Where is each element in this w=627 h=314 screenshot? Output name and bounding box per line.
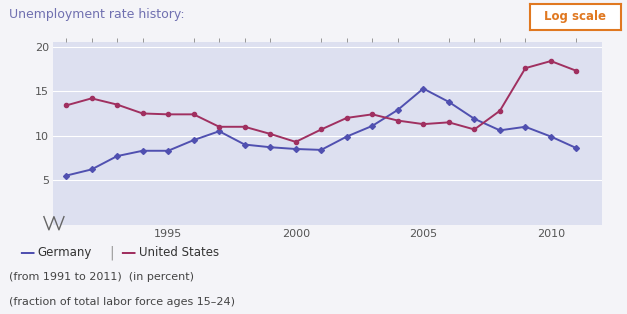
Text: Germany: Germany — [38, 246, 92, 259]
Text: |: | — [110, 246, 114, 260]
Text: —: — — [120, 245, 136, 260]
Text: Unemployment rate history:: Unemployment rate history: — [9, 8, 185, 21]
Text: (fraction of total labor force ages 15–24): (fraction of total labor force ages 15–2… — [9, 297, 235, 307]
Text: Log scale: Log scale — [544, 10, 606, 24]
Text: —: — — [19, 245, 34, 260]
Text: United States: United States — [139, 246, 219, 259]
Text: (from 1991 to 2011)  (in percent): (from 1991 to 2011) (in percent) — [9, 272, 194, 282]
